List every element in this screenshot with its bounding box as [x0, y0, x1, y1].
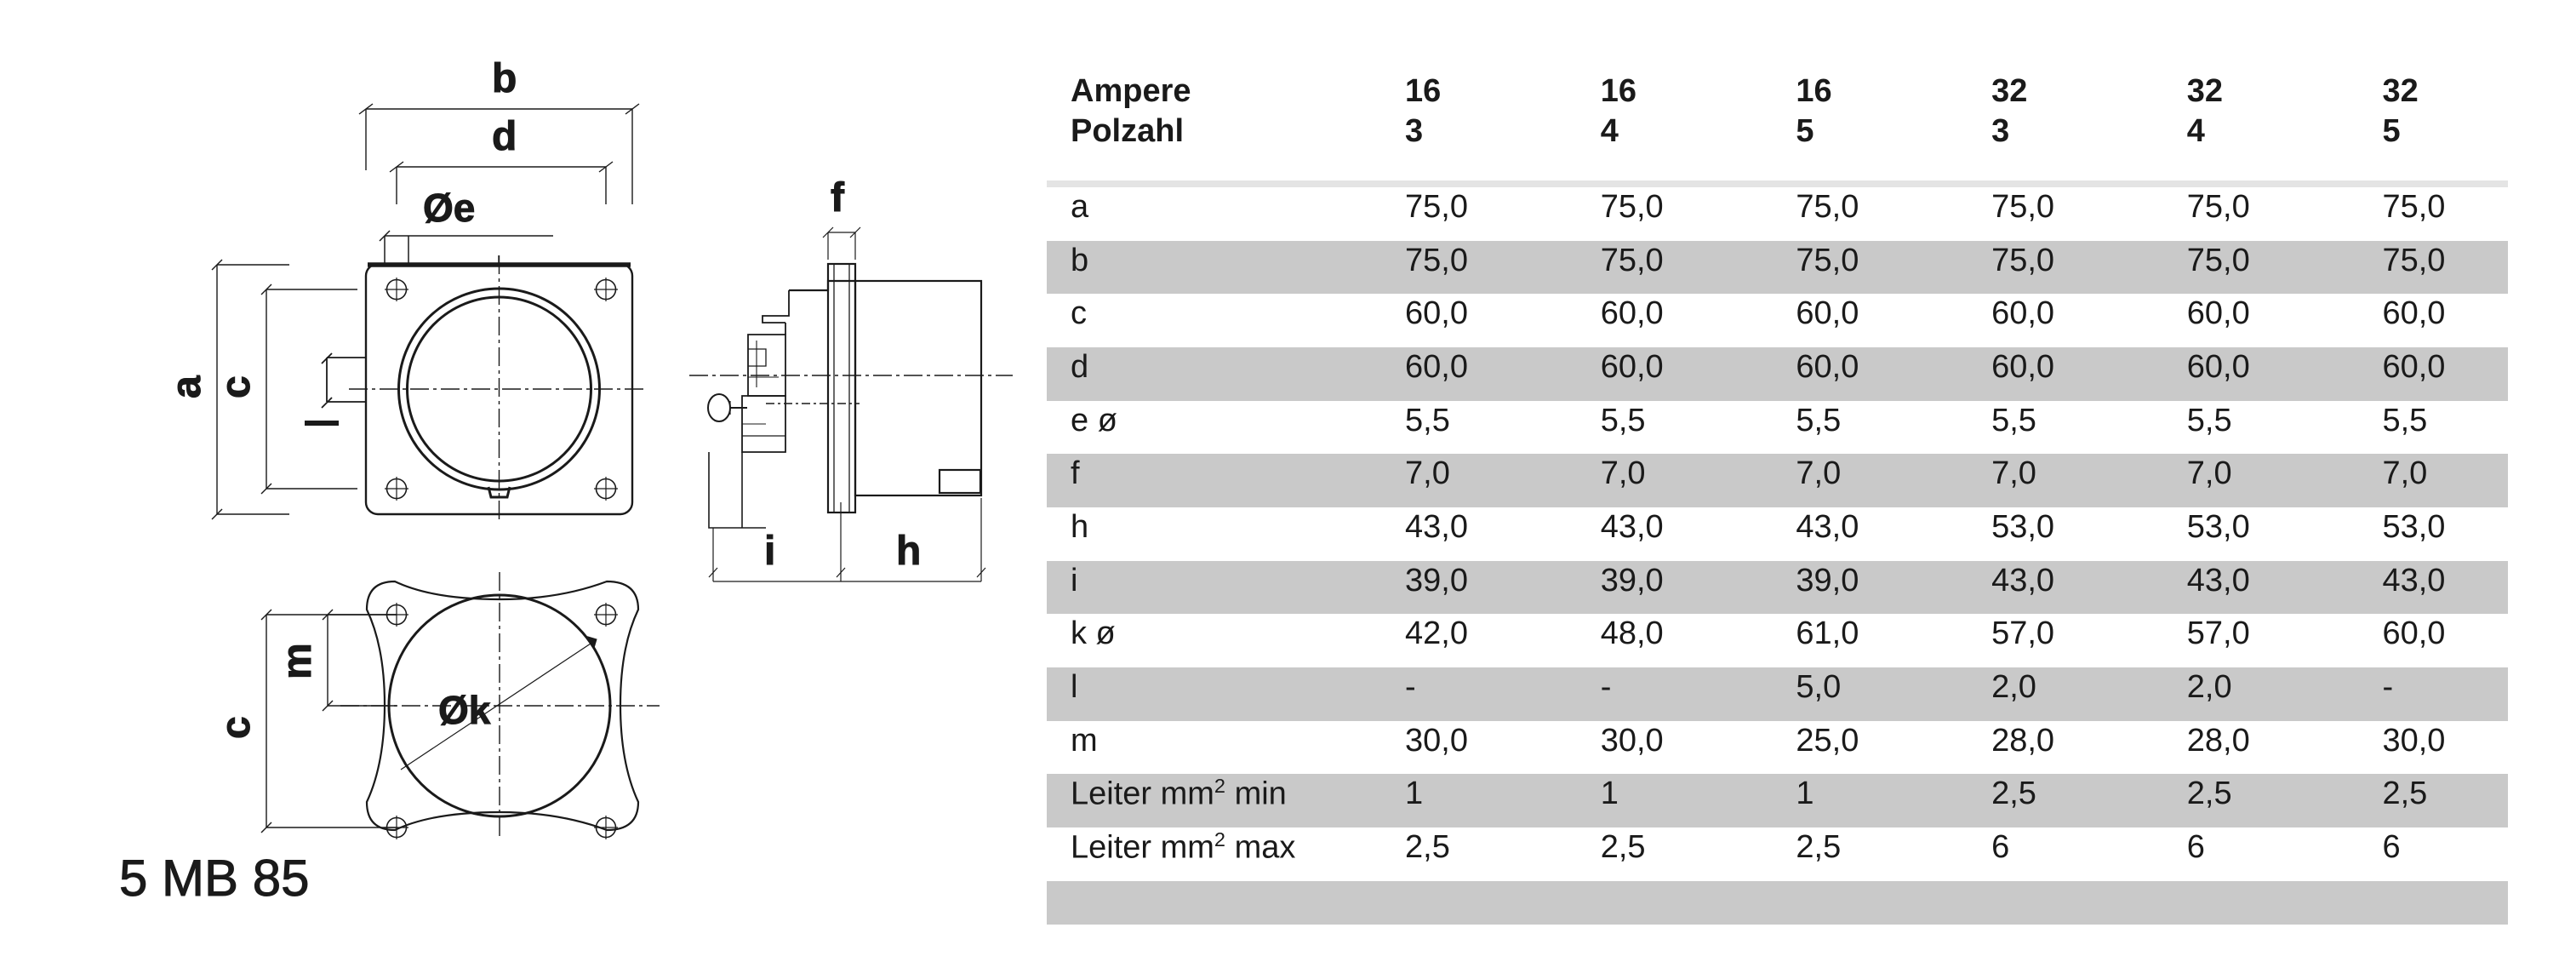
svg-text:i: i	[764, 529, 775, 574]
svg-text:c: c	[214, 375, 259, 398]
svg-text:b: b	[492, 56, 517, 101]
svg-text:a: a	[164, 375, 209, 398]
svg-text:Øk: Øk	[438, 688, 491, 732]
svg-text:Øe: Øe	[423, 186, 475, 230]
svg-text:f: f	[831, 175, 845, 220]
svg-text:h: h	[896, 529, 921, 574]
svg-text:d: d	[492, 114, 517, 159]
svg-text:m: m	[275, 643, 320, 679]
svg-text:c: c	[214, 716, 259, 739]
svg-text:5 MB 85: 5 MB 85	[119, 850, 309, 907]
